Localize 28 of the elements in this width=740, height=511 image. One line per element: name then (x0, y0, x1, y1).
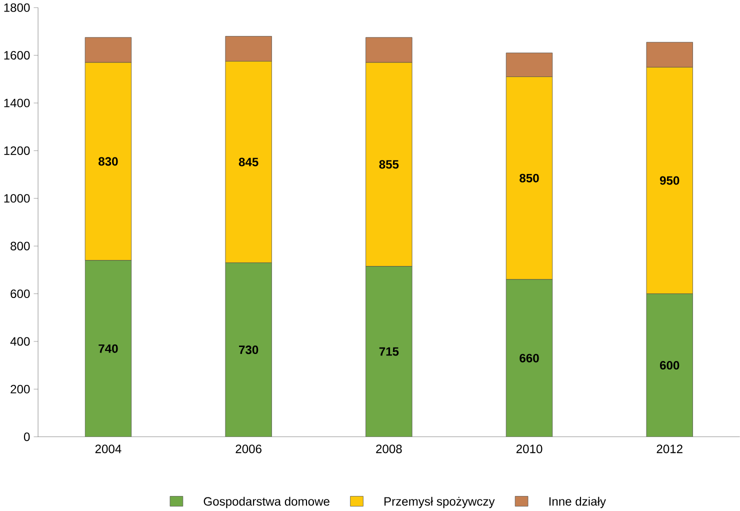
x-tick-label: 2008 (376, 444, 402, 454)
y-tick-label: 1800 (4, 3, 30, 12)
x-tick-label: 2010 (516, 444, 542, 454)
data-label: 850 (520, 174, 539, 182)
y-tick-label: 1000 (4, 194, 30, 203)
y-tick-label: 600 (10, 289, 30, 298)
y-tick-label: 1600 (4, 50, 30, 60)
data-label: 730 (239, 345, 258, 354)
data-label: 830 (98, 157, 118, 166)
y-tick-label: 200 (10, 384, 30, 394)
y-tick-label: 1200 (4, 146, 30, 155)
data-label: 740 (98, 344, 118, 353)
y-tick-label: 800 (10, 242, 30, 250)
data-label: 855 (379, 160, 399, 169)
y-tick-label: 1400 (4, 98, 30, 108)
x-tick-label: 2006 (236, 444, 262, 454)
x-tick-label: 2004 (95, 444, 122, 454)
data-label: 660 (520, 354, 539, 362)
data-label: 845 (238, 158, 258, 166)
data-label: 715 (379, 347, 399, 356)
y-tick-label: 400 (10, 337, 30, 346)
legend-label: Gospodarstwa domowe (204, 496, 330, 508)
data-label: 950 (660, 176, 680, 185)
x-tick-label: 2012 (656, 444, 682, 454)
y-tick-label: 0 (24, 432, 30, 442)
data-label: 600 (660, 360, 680, 370)
legend-label: Inne działy (549, 496, 606, 508)
legend-label: Przemysł spożywczy (384, 496, 495, 508)
